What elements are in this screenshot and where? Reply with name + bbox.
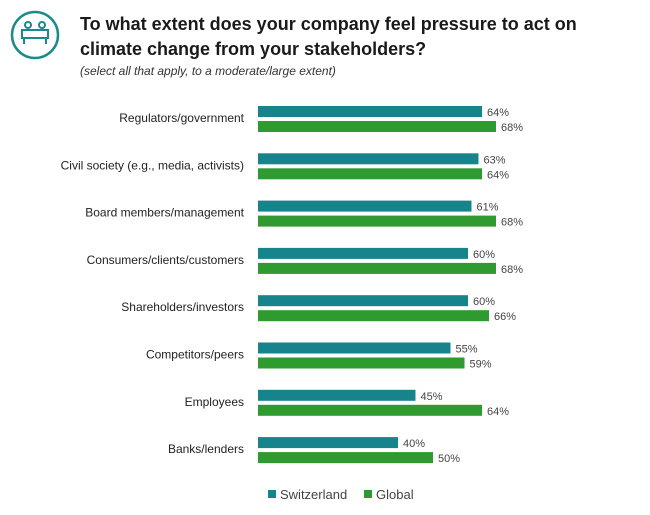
data-label: 64% [487,406,509,418]
data-label: 68% [501,122,523,134]
category-label: Shareholders/investors [121,300,244,314]
data-label: 68% [501,264,523,276]
data-label: 45% [421,391,443,403]
category-label: Employees [185,395,244,409]
data-label: 59% [470,359,492,371]
bar-global [258,215,496,227]
chart-subtitle: (select all that apply, to a moderate/la… [80,64,336,78]
legend-swatch-switzerland [268,490,276,498]
data-label: 40% [403,438,425,450]
data-label: 50% [438,453,460,465]
category-label: Banks/lenders [168,442,244,456]
legend-label-global: Global [376,487,414,502]
category-label: Regulators/government [119,111,244,125]
category-label: Consumers/clients/customers [87,253,244,267]
meeting-table-icon [10,10,60,60]
data-label: 64% [487,169,509,181]
data-label: 60% [473,296,495,308]
legend-swatch-global [364,490,372,498]
bar-global [258,357,465,369]
bar-switzerland [258,389,416,401]
bar-global [258,262,496,274]
bar-global [258,121,496,132]
bar-switzerland [258,153,479,165]
bar-global [258,310,489,322]
bar-global [258,168,482,180]
bar-switzerland [258,295,468,307]
bar-global [258,404,482,416]
data-label: 60% [473,249,495,261]
category-label: Competitors/peers [146,348,244,362]
bar-global [258,452,433,464]
category-label: Civil society (e.g., media, activists) [61,158,244,172]
data-label: 66% [494,311,516,323]
bar-switzerland [258,247,468,259]
chart-title: To what extent does your company feel pr… [80,14,577,59]
bar-switzerland [258,200,472,212]
data-label: 55% [456,344,478,356]
legend-label-switzerland: Switzerland [280,487,347,502]
data-label: 61% [477,202,499,214]
data-label: 64% [487,107,509,119]
data-label: 63% [484,154,506,166]
category-label: Board members/management [85,206,244,220]
data-label: 68% [501,217,523,229]
bar-switzerland [258,342,451,354]
bar-switzerland [258,437,398,449]
bar-switzerland [258,106,482,117]
